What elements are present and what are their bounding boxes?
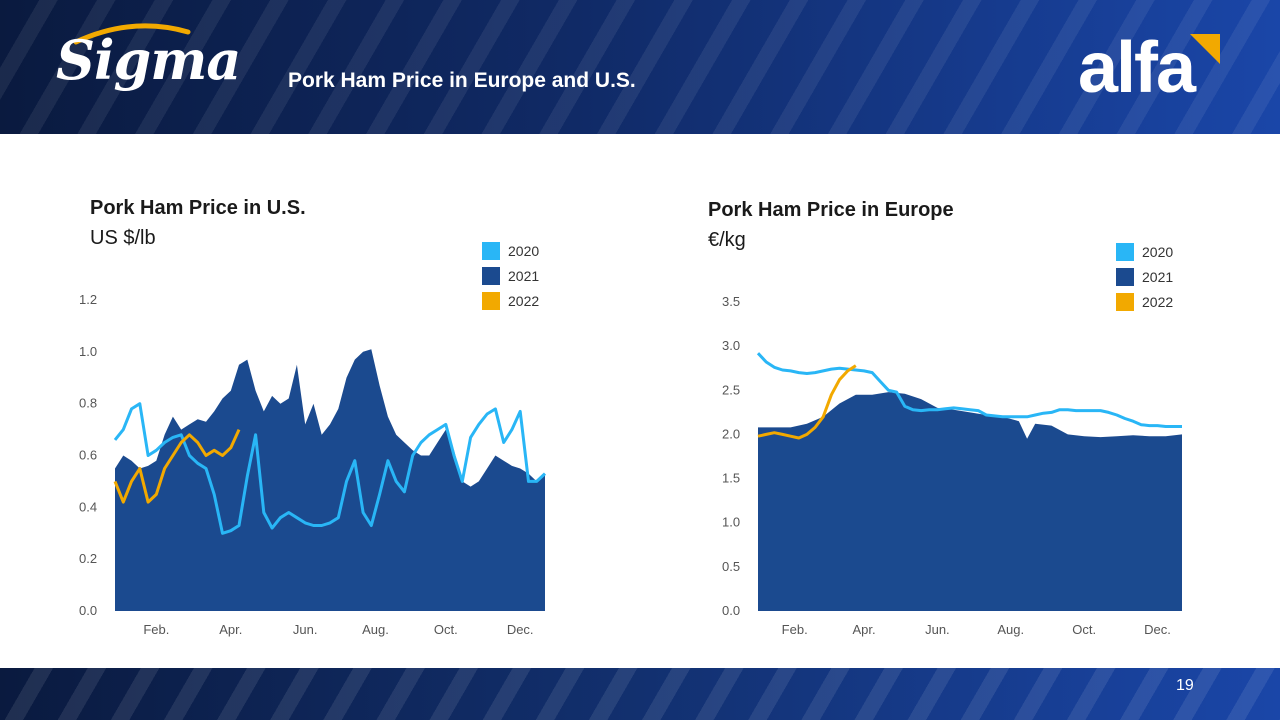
us-xtick-label: Apr. [219,622,242,637]
page-number: 19 [1176,677,1194,694]
us-ytick-label: 0.2 [79,551,97,566]
legend-label: 2021 [508,268,540,284]
us-ytick-label: 1.0 [79,344,97,359]
legend-label: 2020 [508,243,540,259]
legend-label: 2020 [1142,244,1174,260]
europe-xtick-label: Feb. [782,622,808,637]
europe-xtick-label: Dec. [1144,622,1171,637]
footer-banner [0,668,1280,720]
alfa-logo: alfa [1078,28,1196,108]
europe-ytick-label: 1.5 [722,471,740,486]
europe-xtick-label: Apr. [852,622,875,637]
europe-xtick-label: Aug. [997,622,1024,637]
europe-series-2022-line [757,364,857,440]
us-ytick-label: 0.4 [79,499,97,514]
europe-ytick-label: 2.5 [722,382,740,397]
us-legend-2022: 2022 [482,292,539,310]
europe-price-chart: 0.0 0.5 1.0 1.5 2.0 2.5 3.0 3.5 Feb. Apr. Jun. Aug.… [722,294,1182,637]
us-chart-title: Pork Ham Price in U.S. [90,197,306,219]
europe-chart-title: Pork Ham Price in Europe [708,199,954,221]
header-banner: Sigma Pork Ham Price in Europe and U.S. … [0,0,1280,134]
us-legend-2021: 2021 [482,267,539,285]
europe-chart-unit: €/kg [708,229,746,251]
legend-swatch [1116,293,1134,311]
us-xtick-label: Oct. [434,622,458,637]
legend-swatch [482,292,500,310]
europe-series-2021-area [758,392,1182,611]
legend-label: 2022 [1142,294,1174,310]
europe-legend-2020: 2020 [1116,243,1173,261]
legend-swatch [482,267,500,285]
us-ytick-label: 1.2 [79,292,97,307]
europe-ytick-label: 1.0 [722,515,740,530]
legend-label: 2021 [1142,269,1174,285]
sigma-swoosh-icon [73,23,191,45]
sigma-logo: Sigma [56,28,241,92]
legend-swatch [1116,268,1134,286]
us-xtick-label: Dec. [507,622,534,637]
europe-xtick-label: Oct. [1072,622,1096,637]
us-xtick-label: Feb. [143,622,169,637]
europe-ytick-label: 2.0 [722,426,740,441]
europe-legend-2021: 2021 [1116,268,1173,286]
legend-swatch [1116,243,1134,261]
us-series-2021-area [115,349,545,611]
us-ytick-label: 0.6 [79,448,97,463]
slide-title: Pork Ham Price in Europe and U.S. [288,69,636,92]
us-ytick-label: 0.0 [79,603,97,618]
us-price-chart: 0.0 0.2 0.4 0.6 0.8 1.0 1.2 Feb. Apr. Jun. Aug. Oct… [79,292,547,637]
us-ytick-label: 0.8 [79,396,97,411]
europe-ytick-label: 3.0 [722,338,740,353]
europe-ytick-label: 3.5 [722,294,740,309]
us-legend-2020: 2020 [482,242,539,260]
europe-ytick-label: 0.5 [722,559,740,574]
europe-series-2020-line [756,352,1182,428]
europe-xtick-label: Jun. [925,622,950,637]
legend-label: 2022 [508,293,540,309]
alfa-triangle-icon [1190,34,1220,64]
us-series-2020-line [113,402,547,535]
europe-ytick-label: 0.0 [722,603,740,618]
legend-swatch [482,242,500,260]
us-series-2022-line [113,428,241,504]
us-xtick-label: Aug. [362,622,389,637]
us-xtick-label: Jun. [293,622,318,637]
us-chart-unit: US $/lb [90,227,156,249]
europe-legend-2022: 2022 [1116,293,1173,311]
